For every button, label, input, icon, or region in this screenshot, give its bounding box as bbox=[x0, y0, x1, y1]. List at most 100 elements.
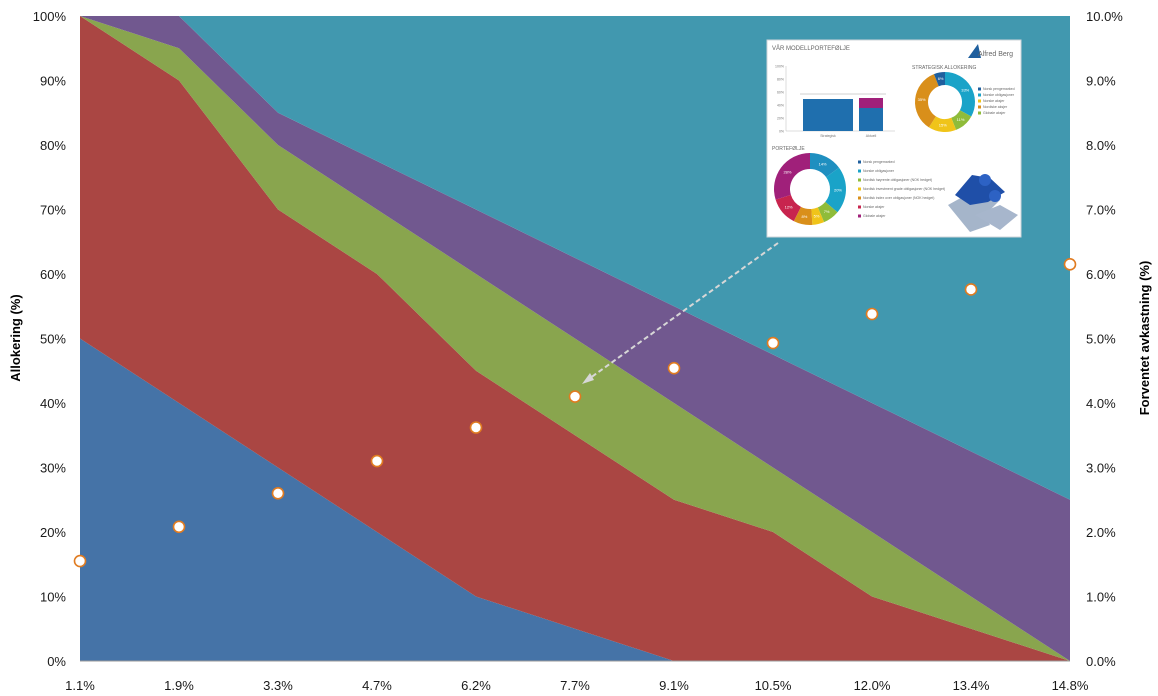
callout-arrow bbox=[582, 242, 779, 384]
svg-text:Alfred Berg: Alfred Berg bbox=[978, 51, 1013, 58]
inset-legend-item: Norsk pengemarked bbox=[983, 87, 1015, 91]
y-tick-label: 60% bbox=[40, 267, 66, 282]
return-point bbox=[73, 554, 87, 568]
y-tick-label: 0% bbox=[47, 654, 66, 669]
inset-strategic-legend: Norsk pengemarked Norske obligasjoner Nors… bbox=[978, 87, 1015, 115]
inset-bar-scale-label: 60% bbox=[777, 91, 784, 95]
inset-legend-item: Globale aksjer bbox=[863, 214, 886, 218]
x-tick-label: 4.7% bbox=[362, 678, 392, 693]
inset-bar-scale-label: 40% bbox=[777, 104, 784, 108]
inset-portfolio-title: PORTEFØLJE bbox=[772, 146, 805, 152]
donut-slice bbox=[933, 72, 945, 87]
x-tick-label: 13.4% bbox=[953, 678, 990, 693]
y-tick-label: 100% bbox=[33, 9, 67, 24]
y2-tick-label: 4.0% bbox=[1086, 396, 1116, 411]
return-point bbox=[568, 390, 582, 403]
inset-legend-item: Norsk pengemarked bbox=[863, 160, 895, 164]
y-axis-title: Allokering (%) bbox=[8, 294, 23, 381]
y2-axis-ticks: 0.0% 1.0% 2.0% 3.0% 4.0% 5.0% 6.0% 7.0% 8.0% 9.0%… bbox=[1086, 9, 1123, 669]
x-tick-label: 7.7% bbox=[560, 678, 590, 693]
y-tick-label: 20% bbox=[40, 525, 66, 540]
y-tick-label: 80% bbox=[40, 138, 66, 153]
inset-legend-item: Norske aksjer bbox=[983, 99, 1005, 103]
y2-tick-label: 3.0% bbox=[1086, 461, 1116, 476]
inset-bar-label: Aktuell bbox=[866, 134, 877, 138]
return-point bbox=[370, 454, 384, 468]
donut-slice-label: 33% bbox=[961, 87, 969, 92]
return-point bbox=[766, 336, 780, 350]
x-axis-ticks: 1.1% 1.9% 3.3% 4.7% 6.2% 7.7% 9.1% 10.5% 12.0% 13… bbox=[65, 678, 1089, 693]
x-tick-label: 9.1% bbox=[659, 678, 689, 693]
donut-slice-label: 7% bbox=[824, 209, 830, 214]
x-tick-label: 12.0% bbox=[854, 678, 891, 693]
model-portfolio-inset: VÅR MODELLPORTEFØLJE Alfred Berg STRATEG… bbox=[766, 39, 1022, 238]
area-series-1 bbox=[80, 338, 1070, 661]
return-point bbox=[271, 486, 285, 500]
donut-slice-label: 20% bbox=[834, 187, 842, 192]
donut-slice-label: 6% bbox=[938, 76, 944, 81]
alfred-berg-logo: Alfred Berg bbox=[968, 44, 1013, 58]
donut-slice bbox=[945, 72, 975, 117]
y2-tick-label: 1.0% bbox=[1086, 590, 1116, 605]
donut-slice bbox=[811, 207, 825, 225]
inset-legend-item: Nordisk index over obligasjoner (NOK hed… bbox=[863, 196, 934, 200]
y-tick-label: 30% bbox=[40, 461, 66, 476]
donut-slice bbox=[915, 74, 939, 128]
return-point bbox=[667, 361, 681, 375]
y2-tick-label: 5.0% bbox=[1086, 332, 1116, 347]
donut-slice bbox=[810, 153, 839, 178]
y-tick-label: 90% bbox=[40, 74, 66, 89]
area-series-4 bbox=[80, 16, 1070, 661]
y-axis-ticks: 0% 10% 20% 30% 40% 50% 60% 70% 80% 90% 100% bbox=[33, 9, 67, 669]
y-tick-label: 40% bbox=[40, 396, 66, 411]
donut-slice-label: 15% bbox=[939, 123, 947, 128]
inset-bar-scale-label: 20% bbox=[777, 117, 784, 121]
y2-tick-label: 9.0% bbox=[1086, 74, 1116, 89]
y-tick-label: 10% bbox=[40, 590, 66, 605]
y2-tick-label: 0.0% bbox=[1086, 654, 1116, 669]
inset-legend-item: Nordisk investment grade obligasjoner (N… bbox=[863, 187, 945, 191]
return-point bbox=[964, 283, 978, 296]
donut-slice bbox=[793, 206, 813, 226]
expected-return-markers bbox=[73, 258, 1077, 568]
y2-tick-label: 7.0% bbox=[1086, 203, 1116, 218]
donut-slice-label: 12% bbox=[785, 204, 793, 209]
return-point bbox=[865, 307, 879, 321]
y2-tick-label: 8.0% bbox=[1086, 138, 1116, 153]
x-tick-label: 6.2% bbox=[461, 678, 491, 693]
y-tick-label: 50% bbox=[40, 332, 66, 347]
area-series-2 bbox=[80, 16, 1070, 661]
donut-slice-label: 5% bbox=[814, 214, 820, 219]
return-point bbox=[172, 520, 186, 534]
inset-legend-item: Norske obligasjoner bbox=[983, 93, 1015, 97]
inset-legend-item: Nordisk høyrente obligasjoner (NOK hedge… bbox=[863, 178, 932, 182]
inset-legend-item: Norske obligasjoner bbox=[863, 169, 895, 173]
inset-portfolio-donut: 14% 20% 7% 5% 8% 12% 28% bbox=[774, 153, 846, 226]
donut-slice bbox=[928, 116, 957, 132]
x-tick-label: 10.5% bbox=[755, 678, 792, 693]
y2-tick-label: 6.0% bbox=[1086, 267, 1116, 282]
x-tick-label: 1.9% bbox=[164, 678, 194, 693]
donut-slice-label: 8% bbox=[802, 214, 808, 219]
x-tick-label: 1.1% bbox=[65, 678, 95, 693]
donut-slice-label: 28% bbox=[783, 170, 791, 175]
inset-legend-item: Globale aksjer bbox=[983, 111, 1006, 115]
y2-axis-title: Forventet avkastning (%) bbox=[1137, 261, 1152, 416]
inset-strategic-title: STRATEGISK ALLOKERING bbox=[912, 65, 976, 71]
y-tick-label: 70% bbox=[40, 203, 66, 218]
inset-title: VÅR MODELLPORTEFØLJE bbox=[772, 45, 850, 52]
inset-bar-scale-label: 100% bbox=[775, 65, 784, 69]
donut-slice-label: 35% bbox=[918, 97, 926, 102]
y2-tick-label: 2.0% bbox=[1086, 525, 1116, 540]
donut-slice bbox=[775, 194, 801, 222]
inset-bar-chart: 100% 80% 60% 40% 20% 0% Strategisk Aktuell bbox=[775, 65, 895, 138]
inset-bar-label: Strategisk bbox=[820, 134, 836, 138]
inset-bar-scale-label: 0% bbox=[779, 130, 784, 134]
inset-portfolio-legend: Norsk pengemarked Norske obligasjoner Nord… bbox=[858, 160, 945, 218]
donut-slice bbox=[774, 153, 810, 200]
donut-slice bbox=[817, 201, 838, 223]
donut-slice bbox=[951, 110, 972, 130]
inset-bar-scale-label: 80% bbox=[777, 78, 784, 82]
inset-strategic-donut: 33% 11% 15% 35% 6% bbox=[915, 72, 975, 132]
